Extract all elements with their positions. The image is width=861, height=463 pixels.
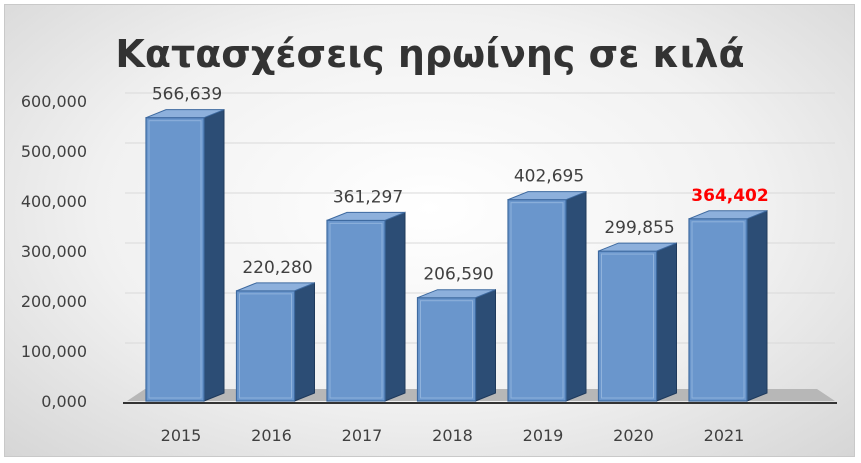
bars <box>145 108 768 402</box>
y-tick-label: 200,000 <box>21 292 87 311</box>
bar-top-face <box>326 211 406 221</box>
bar-2016 <box>235 282 315 402</box>
bar-front-face <box>688 218 748 402</box>
y-axis-ticks: 0,000 100,000 200,000 300,000 400,000 500,000… <box>21 92 87 411</box>
bar-side-face <box>475 288 496 402</box>
data-label-2016: 220,280 <box>242 258 312 278</box>
y-tick-label: 300,000 <box>21 242 87 261</box>
data-label-2020: 299,855 <box>604 218 674 238</box>
y-tick-label: 600,000 <box>21 92 87 111</box>
x-axis-ticks: 2015 2016 2017 2018 2019 2020 2021 <box>161 426 745 445</box>
y-tick-label: 400,000 <box>21 192 87 211</box>
y-tick-label: 500,000 <box>21 142 87 161</box>
bar-side-face <box>384 211 406 402</box>
data-label-2019: 402,695 <box>514 167 584 187</box>
x-tick-label: 2020 <box>613 426 654 445</box>
bar-2017 <box>326 211 406 402</box>
bar-top-face <box>145 109 225 119</box>
bar-side-face <box>294 282 315 402</box>
x-tick-label: 2019 <box>523 426 564 445</box>
bar-side-face <box>656 242 677 402</box>
chart-title: Κατασχέσεις ηρωίνης σε κιλά <box>115 32 744 76</box>
bar-front-face <box>235 290 296 402</box>
bar-front-face <box>597 250 658 402</box>
bar-front-face <box>416 297 477 402</box>
bar-chart: Κατασχέσεις ηρωίνης σε κιλά 0,000 100,000… <box>21 32 837 445</box>
x-tick-label: 2018 <box>432 426 473 445</box>
bar-2018 <box>416 288 496 402</box>
bar-inner-edge <box>329 222 383 399</box>
bar-inner-edge <box>239 293 292 399</box>
data-label-2017: 361,297 <box>333 187 403 207</box>
y-tick-label: 0,000 <box>41 392 87 411</box>
data-labels: 566,639 220,280 361,297 206,590 402,695 299,8… <box>152 85 769 285</box>
bar-front-face <box>507 199 567 402</box>
data-label-2021: 364,402 <box>691 186 768 206</box>
bar-2015 <box>145 108 225 402</box>
bar-2021 <box>688 210 768 402</box>
y-tick-label: 100,000 <box>21 342 87 361</box>
bar-top-face <box>688 210 768 220</box>
bar-front-face <box>326 219 386 402</box>
x-tick-label: 2015 <box>161 426 202 445</box>
bar-inner-edge <box>148 120 202 399</box>
bar-top-face <box>236 282 315 292</box>
bar-inner-edge <box>691 221 745 399</box>
data-label-2015: 566,639 <box>152 85 222 105</box>
bar-side-face <box>203 108 225 402</box>
bar-side-face <box>746 210 768 402</box>
bar-side-face <box>565 190 587 402</box>
x-tick-label: 2017 <box>342 426 383 445</box>
bar-front-face <box>145 117 205 402</box>
bar-inner-edge <box>510 202 564 399</box>
bar-2019 <box>507 190 587 402</box>
bar-2020 <box>597 242 677 402</box>
chart-area: Κατασχέσεις ηρωίνης σε κιλά 0,000 100,000… <box>4 4 855 457</box>
x-tick-label: 2021 <box>704 426 745 445</box>
data-label-2018: 206,590 <box>423 265 493 285</box>
bar-top-face <box>598 242 677 252</box>
bar-inner-edge <box>601 253 654 399</box>
bar-top-face <box>507 191 587 201</box>
bar-top-face <box>417 289 496 299</box>
x-tick-label: 2016 <box>251 426 292 445</box>
bar-inner-edge <box>420 300 473 399</box>
